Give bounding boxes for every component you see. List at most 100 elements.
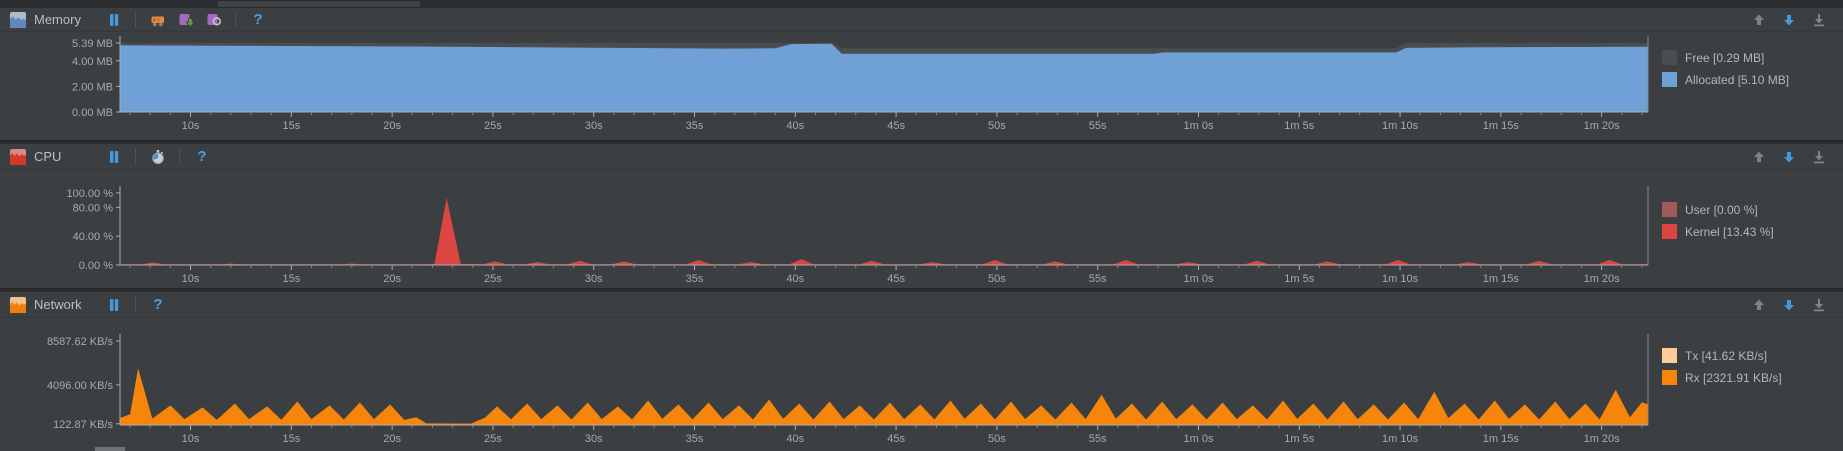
bottom-scrollbar-thumb[interactable] [95,447,125,451]
heap-dump-icon [179,13,194,27]
help-button[interactable]: ? [148,296,168,314]
svg-text:100.00 %: 100.00 % [67,188,114,200]
move-up-button[interactable] [1749,11,1769,29]
legend-item: User [0.00 %] [1662,202,1774,217]
svg-text:122.87 KB/s: 122.87 KB/s [53,419,113,431]
panel-divider [0,288,1843,292]
svg-text:55s: 55s [1089,120,1107,132]
method-trace-button[interactable] [148,148,168,166]
svg-text:45s: 45s [887,433,905,445]
svg-text:35s: 35s [686,433,704,445]
legend-swatch [1662,348,1677,363]
legend-label: Allocated [5.10 MB] [1685,72,1790,87]
allocation-tracker-icon [207,13,222,26]
svg-text:1m 20s: 1m 20s [1584,120,1621,132]
legend-item: Allocated [5.10 MB] [1662,72,1789,87]
svg-text:10s: 10s [182,120,200,132]
top-scrollbar-thumb[interactable] [218,1,420,7]
svg-text:1m 10s: 1m 10s [1382,120,1419,132]
svg-text:50s: 50s [988,273,1006,285]
svg-text:25s: 25s [484,120,502,132]
help-icon: ? [153,296,163,313]
svg-text:20s: 20s [383,433,401,445]
minimize-button[interactable] [1809,11,1829,29]
svg-text:0.00 %: 0.00 % [79,260,113,272]
move-down-button[interactable] [1779,296,1799,314]
help-button[interactable]: ? [248,11,268,29]
move-down-button[interactable] [1779,148,1799,166]
memory-panel-title: Memory [34,12,81,27]
method-trace-icon [152,149,164,164]
network-chart: 10s 15s 20s 25s 30s 35s 40s 45s 50s 55s 1m 0s 1m 5s… [47,334,1649,445]
gc-icon [151,16,164,26]
help-button[interactable]: ? [192,148,212,166]
move-down-icon [1784,299,1794,310]
svg-text:1m 5s: 1m 5s [1284,273,1314,285]
svg-text:1m 15s: 1m 15s [1483,120,1520,132]
cpu-chart-region: 10s 15s 20s 25s 30s 35s 40s 45s 50s 55s 1m 0s 1m 5s… [0,170,1843,288]
svg-text:45s: 45s [887,273,905,285]
toolbar-separator [135,149,137,164]
memory-chart: 10s 15s 20s 25s 30s 35s 40s 45s 50s 55s 1m 0s 1m 5s… [72,36,1649,132]
minimize-button[interactable] [1809,296,1829,314]
pause-button[interactable] [104,148,124,166]
memory-window-controls [1749,11,1829,29]
svg-text:55s: 55s [1089,433,1107,445]
memory-chart-icon [10,11,26,28]
svg-text:1m 15s: 1m 15s [1483,433,1520,445]
svg-text:1m 5s: 1m 5s [1284,120,1314,132]
gc-button[interactable] [148,11,168,29]
move-down-button[interactable] [1779,11,1799,29]
pause-icon [110,13,119,26]
minimize-button[interactable] [1809,148,1829,166]
svg-text:30s: 30s [585,433,603,445]
svg-text:25s: 25s [484,433,502,445]
svg-text:20s: 20s [383,120,401,132]
svg-text:40s: 40s [786,273,804,285]
toolbar-separator [235,12,237,27]
move-up-icon [1754,299,1764,310]
help-icon: ? [253,11,263,28]
memory-panel-header: Memory ? [0,8,1843,32]
svg-text:50s: 50s [988,433,1006,445]
move-down-icon [1784,14,1794,25]
svg-text:1m 5s: 1m 5s [1284,433,1314,445]
svg-text:40.00 %: 40.00 % [73,231,114,243]
toolbar-separator [135,12,137,27]
cpu-window-controls [1749,148,1829,166]
move-up-button[interactable] [1749,148,1769,166]
svg-text:1m 10s: 1m 10s [1382,433,1419,445]
legend-label: Rx [2321.91 KB/s] [1685,370,1782,385]
network-panel-header: Network ? [0,292,1843,318]
svg-text:55s: 55s [1089,273,1107,285]
move-up-button[interactable] [1749,296,1769,314]
svg-text:50s: 50s [988,120,1006,132]
network-panel-title: Network [34,297,82,312]
svg-text:35s: 35s [686,120,704,132]
pause-icon [110,298,119,311]
pause-icon [110,150,119,163]
svg-text:1m 15s: 1m 15s [1483,273,1520,285]
svg-text:5.39 MB: 5.39 MB [72,38,113,50]
move-up-icon [1754,14,1764,25]
pause-button[interactable] [104,296,124,314]
allocation-tracker-button[interactable] [204,11,224,29]
heap-dump-button[interactable] [176,11,196,29]
svg-text:1m 0s: 1m 0s [1183,120,1213,132]
svg-text:30s: 30s [585,273,603,285]
cpu-panel-title: CPU [34,149,62,164]
legend-label: Tx [41.62 KB/s] [1685,348,1768,363]
svg-text:45s: 45s [887,120,905,132]
svg-text:40s: 40s [786,120,804,132]
minimize-icon [1814,298,1824,311]
cpu-chart: 10s 15s 20s 25s 30s 35s 40s 45s 50s 55s 1m 0s 1m 5s… [67,186,1649,285]
pause-button[interactable] [104,11,124,29]
legend-swatch [1662,224,1677,239]
svg-text:40s: 40s [786,433,804,445]
network-chart-icon [10,296,26,313]
legend-swatch [1662,202,1677,217]
legend-swatch [1662,72,1677,87]
svg-text:35s: 35s [686,273,704,285]
move-up-icon [1754,151,1764,162]
legend-label: Kernel [13.43 %] [1685,224,1774,239]
